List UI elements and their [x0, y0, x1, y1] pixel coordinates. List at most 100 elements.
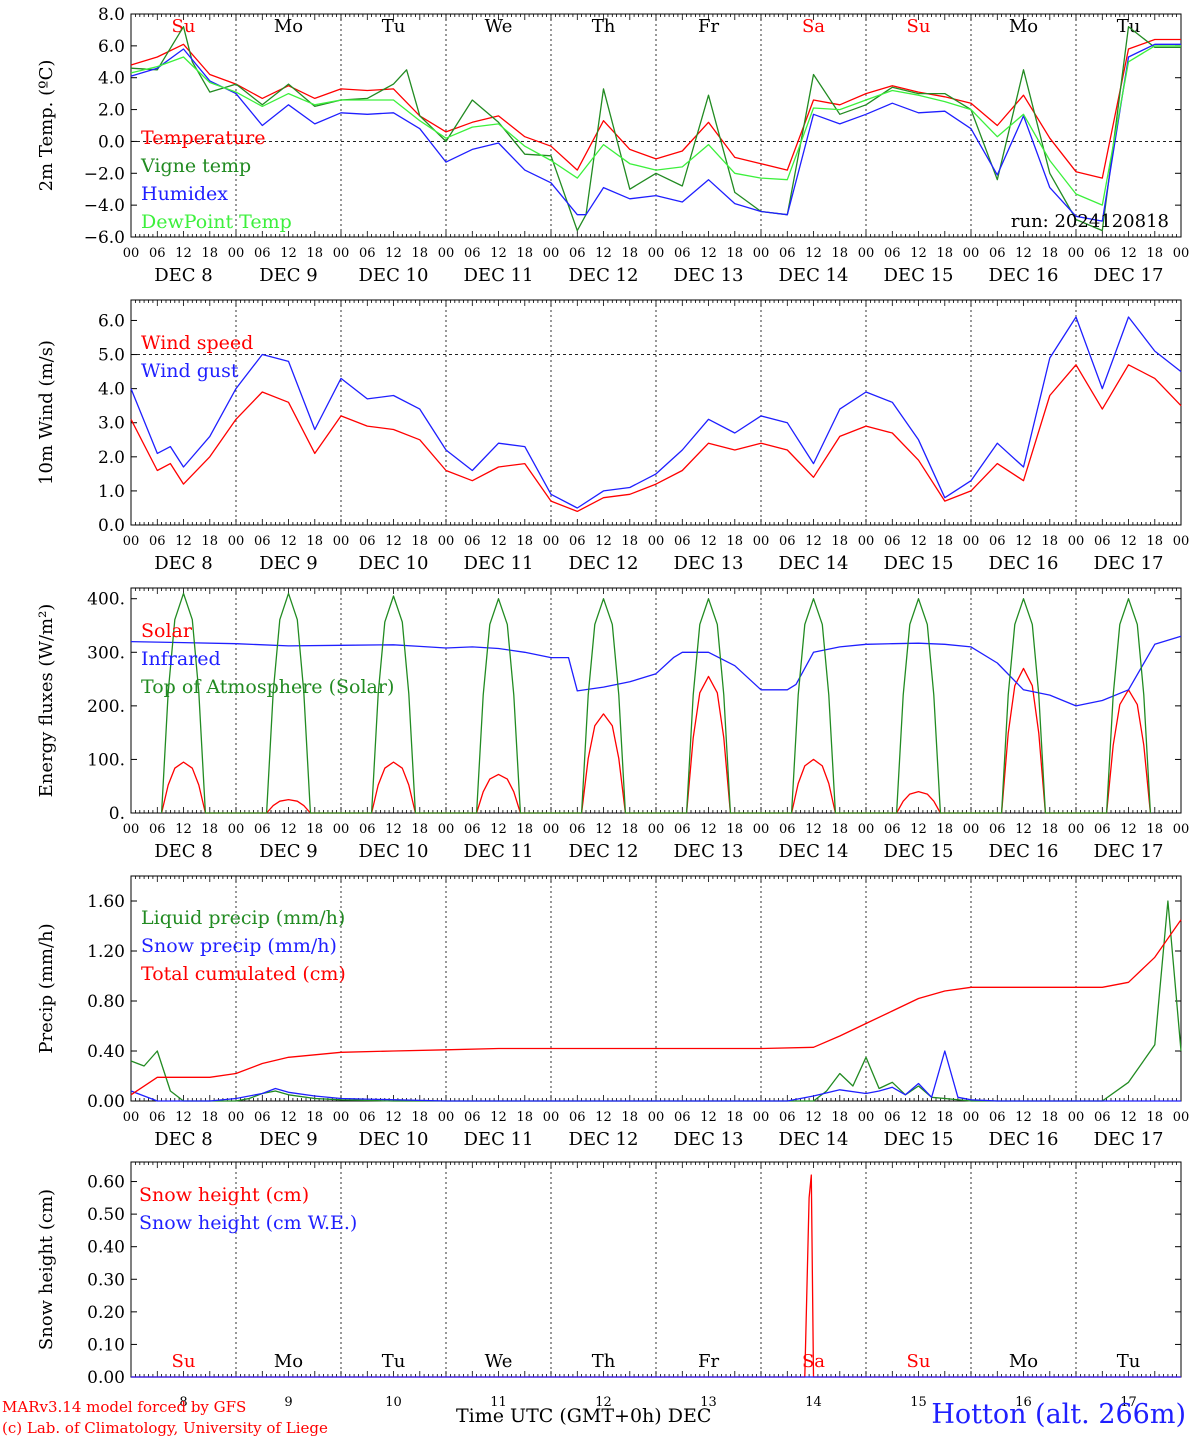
- hour-label: 18: [411, 246, 428, 261]
- hour-label: 18: [621, 534, 638, 549]
- hour-label: 06: [254, 534, 271, 549]
- legend-entry: Temperature: [141, 127, 265, 149]
- date-label: DEC 15: [884, 841, 954, 862]
- hour-label: 06: [779, 822, 796, 837]
- weekday-label: We: [485, 1351, 513, 1372]
- weekday-label: Mo: [274, 1351, 303, 1372]
- hour-label: 12: [910, 246, 927, 261]
- date-label: DEC 8: [154, 265, 213, 286]
- hour-label: 18: [516, 1110, 533, 1125]
- hour-label: 12: [280, 534, 297, 549]
- hour-label: 12: [910, 534, 927, 549]
- hour-label: 12: [595, 534, 612, 549]
- hour-label: 00: [543, 822, 560, 837]
- date-label: DEC 11: [464, 841, 534, 862]
- hour-label: 00: [963, 246, 980, 261]
- y-tick-label: 0.80: [87, 992, 125, 1012]
- hour-label: 06: [569, 1110, 586, 1125]
- hour-label: 12: [175, 534, 192, 549]
- hour-label: 06: [149, 534, 166, 549]
- hour-label: 12: [1120, 246, 1137, 261]
- hour-label: 06: [464, 246, 481, 261]
- hour-label: 18: [1146, 1110, 1163, 1125]
- run-annotation: run: 2024120818: [1011, 211, 1169, 232]
- day-number-label: 14: [805, 1395, 822, 1410]
- hour-label: 18: [831, 534, 848, 549]
- hour-label: 06: [569, 246, 586, 261]
- y-tick-label: 0.40: [87, 1238, 125, 1258]
- date-label: DEC 12: [569, 1129, 639, 1150]
- hour-label: 12: [910, 1110, 927, 1125]
- hour-label: 00: [1068, 246, 1085, 261]
- hour-label: 00: [753, 534, 770, 549]
- y-tick-label: 400.: [87, 590, 125, 610]
- hour-label: 12: [595, 822, 612, 837]
- hour-label: 00: [648, 822, 665, 837]
- series-wind-gust: [130, 316, 1182, 509]
- y-tick-label: 0.00: [87, 1092, 125, 1112]
- y-tick-label: 0.50: [87, 1205, 125, 1225]
- hour-label: 12: [385, 822, 402, 837]
- y-tick-label: 0.: [109, 804, 125, 824]
- series-wind-speed: [130, 364, 1182, 513]
- hour-label: 06: [884, 534, 901, 549]
- hour-label: 00: [123, 822, 140, 837]
- hour-label: 12: [385, 534, 402, 549]
- weekday-label: We: [485, 16, 513, 37]
- y-tick-label: 0.10: [87, 1335, 125, 1355]
- y-axis-title: Energy fluxes (W/m²): [36, 604, 57, 798]
- day-number-label: 8: [179, 1395, 187, 1410]
- hour-label: 18: [516, 822, 533, 837]
- hour-label: 00: [333, 822, 350, 837]
- hour-label: 18: [201, 1110, 218, 1125]
- date-label: DEC 15: [884, 265, 954, 286]
- hour-label: 06: [569, 534, 586, 549]
- day-number-label: 9: [284, 1395, 292, 1410]
- hour-label: 06: [884, 1110, 901, 1125]
- hour-label: 18: [726, 822, 743, 837]
- hour-label: 00: [858, 534, 875, 549]
- y-tick-label: 4.0: [98, 69, 125, 89]
- y-tick-label: −6.0: [84, 228, 125, 248]
- date-label: DEC 11: [464, 265, 534, 286]
- hour-label: 06: [1094, 246, 1111, 261]
- hour-ticks: [130, 1162, 1182, 1377]
- hour-label: 00: [543, 1110, 560, 1125]
- hour-label: 12: [1015, 246, 1032, 261]
- hour-label: 18: [306, 1110, 323, 1125]
- hour-label: 00: [1173, 246, 1190, 261]
- legend-entry: Infrared: [141, 648, 221, 670]
- hour-label: 06: [674, 822, 691, 837]
- y-tick-label: 2.0: [98, 101, 125, 121]
- hour-label: 18: [936, 1110, 953, 1125]
- hour-label: 06: [464, 822, 481, 837]
- hour-label: 00: [438, 534, 455, 549]
- hour-label: 06: [359, 1110, 376, 1125]
- hour-label: 06: [254, 1110, 271, 1125]
- hour-label: 00: [963, 1110, 980, 1125]
- date-label: DEC 10: [359, 265, 429, 286]
- hour-label: 18: [306, 246, 323, 261]
- hour-label: 18: [1041, 246, 1058, 261]
- day-number-label: 12: [595, 1395, 612, 1410]
- legend-entry: Snow height (cm): [139, 1184, 309, 1206]
- weekday-label: Th: [592, 16, 616, 37]
- date-label: DEC 17: [1094, 1129, 1164, 1150]
- hour-label: 18: [411, 822, 428, 837]
- hour-label: 06: [989, 1110, 1006, 1125]
- date-label: DEC 16: [989, 841, 1059, 862]
- hour-label: 00: [228, 246, 245, 261]
- y-tick-label: 6.0: [98, 37, 125, 57]
- legend-entry: Snow precip (mm/h): [141, 935, 337, 957]
- hour-label: 00: [648, 534, 665, 549]
- date-label: DEC 13: [674, 841, 744, 862]
- hour-label: 18: [201, 246, 218, 261]
- weekday-label: Tu: [382, 16, 406, 37]
- hour-label: 00: [1068, 822, 1085, 837]
- day-number-label: 17: [1120, 1395, 1137, 1410]
- hour-label: 06: [779, 246, 796, 261]
- date-label: DEC 16: [989, 553, 1059, 574]
- weekday-label: Mo: [274, 16, 303, 37]
- hour-label: 18: [831, 822, 848, 837]
